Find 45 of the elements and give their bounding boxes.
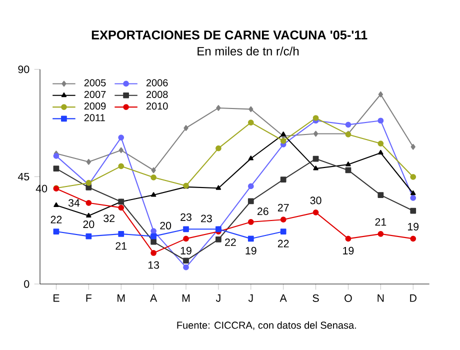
data-label: 23 bbox=[201, 214, 212, 222]
legend-label: 2007 bbox=[84, 90, 106, 98]
data-label: 20 bbox=[83, 220, 94, 228]
data-label: 40 bbox=[36, 184, 48, 192]
data-label: 21 bbox=[116, 242, 127, 250]
data-label: 22 bbox=[225, 238, 236, 246]
x-tick-label: N bbox=[378, 294, 384, 302]
legend-label: 2011 bbox=[84, 114, 105, 122]
data-label: 20 bbox=[160, 222, 172, 230]
data-label: 22 bbox=[278, 240, 289, 248]
data-label: 23 bbox=[180, 213, 192, 221]
y-tick-label: 90 bbox=[18, 66, 30, 74]
x-tick-label: A bbox=[150, 294, 158, 302]
x-tick-label: M bbox=[182, 294, 190, 302]
data-label: 19 bbox=[180, 246, 192, 254]
legend-label: 2005 bbox=[84, 79, 106, 86]
data-label: 26 bbox=[258, 208, 268, 216]
data-label: 34 bbox=[68, 199, 80, 207]
y-tick-label: 45 bbox=[18, 172, 30, 180]
x-tick-label: M bbox=[118, 294, 125, 302]
data-label: 19 bbox=[343, 246, 354, 254]
legend-label: 2008 bbox=[146, 90, 168, 98]
x-tick-label: J bbox=[216, 294, 220, 302]
x-tick-label: J bbox=[248, 294, 253, 302]
x-tick-label: F bbox=[86, 294, 92, 302]
data-label: 27 bbox=[278, 204, 289, 212]
legend-label: 2006 bbox=[146, 79, 168, 86]
source-note: Fuente: CICCRA, con datos del Senasa. bbox=[177, 321, 356, 330]
chart-title: EXPORTACIONES DE CARNE VACUNA '05-'11 bbox=[92, 30, 368, 40]
legend-label: 2009 bbox=[84, 102, 106, 110]
data-label: 32 bbox=[104, 214, 115, 222]
x-tick-label: D bbox=[410, 294, 416, 302]
x-tick-label: E bbox=[54, 294, 60, 302]
legend-label: 2010 bbox=[146, 102, 168, 110]
data-label: 30 bbox=[310, 196, 322, 204]
chart-subtitle: En miles de tn r/c/h bbox=[198, 46, 299, 56]
x-tick-label: A bbox=[280, 294, 287, 302]
data-label: 13 bbox=[148, 261, 160, 269]
x-tick-label: S bbox=[312, 294, 319, 302]
data-label: 21 bbox=[375, 218, 386, 226]
x-tick-label: O bbox=[344, 294, 352, 302]
data-label: 19 bbox=[408, 222, 419, 230]
y-tick-label: 0 bbox=[24, 280, 30, 288]
data-label: 19 bbox=[246, 246, 256, 254]
data-label: 22 bbox=[50, 216, 62, 224]
